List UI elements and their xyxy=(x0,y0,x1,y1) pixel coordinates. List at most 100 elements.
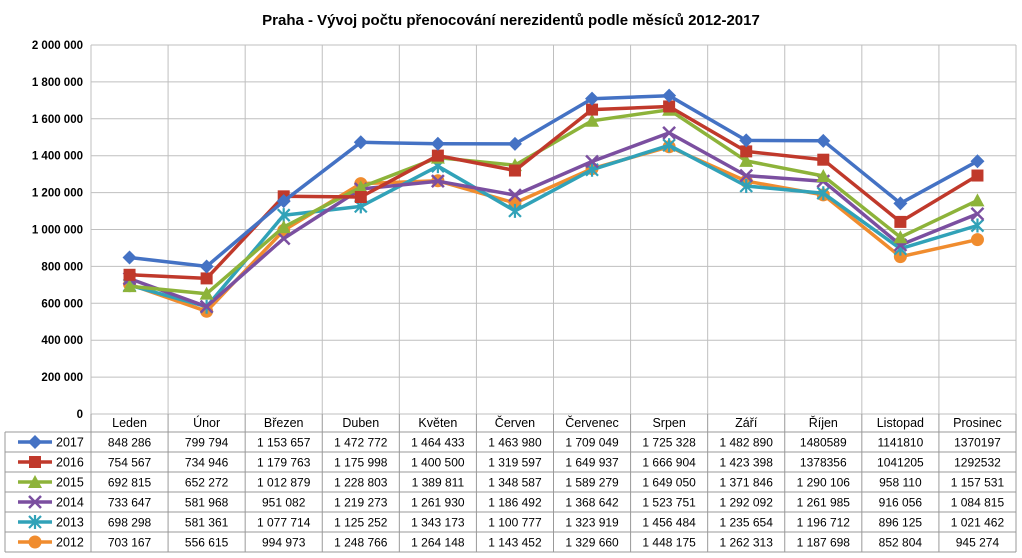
marker-2017 xyxy=(970,154,985,169)
table-cell: 581 968 xyxy=(185,496,229,510)
legend-label-2015: 2015 xyxy=(56,476,84,490)
marker-2014 xyxy=(662,125,677,140)
y-tick-label: 1 600 000 xyxy=(32,114,83,126)
table-cell: 1 228 803 xyxy=(334,476,388,490)
category-label: Srpen xyxy=(652,416,685,430)
marker-2015 xyxy=(893,230,908,244)
marker-2013 xyxy=(970,218,985,233)
table-cell: 1 463 980 xyxy=(488,436,542,450)
table-cell: 1 219 273 xyxy=(334,496,388,510)
table-cell: 1 666 904 xyxy=(642,456,696,470)
y-tick-label: 400 000 xyxy=(41,335,83,347)
marker-2017 xyxy=(662,88,677,103)
table-cell: 692 815 xyxy=(108,476,152,490)
table-cell: 1 175 998 xyxy=(334,456,388,470)
marker-2017 xyxy=(430,136,445,151)
table-cell: 1 261 985 xyxy=(797,496,851,510)
table-cell: 1480589 xyxy=(800,436,847,450)
table-cell: 916 056 xyxy=(879,496,923,510)
category-label: Duben xyxy=(342,416,379,430)
marker-2013 xyxy=(508,203,522,218)
marker-2016 xyxy=(354,191,367,204)
marker-2012 xyxy=(28,535,42,549)
marker-2017 xyxy=(507,136,522,151)
table-cell: 945 274 xyxy=(956,536,1000,550)
table-cell: 703 167 xyxy=(108,536,152,550)
table-cell: 1141810 xyxy=(877,436,923,450)
category-label: Listopad xyxy=(877,416,924,430)
y-tick-label: 800 000 xyxy=(41,261,83,273)
marker-2017 xyxy=(199,259,214,274)
marker-2014 xyxy=(199,299,214,314)
table-cell: 1 589 279 xyxy=(565,476,619,490)
data-table: Leden Únor Březen Duben Květen Červen Červenec… xyxy=(4,414,1017,553)
marker-2016 xyxy=(508,164,521,177)
table-cell: 1378356 xyxy=(800,456,847,470)
marker-2015 xyxy=(970,193,985,207)
table-cell: 1 021 462 xyxy=(951,516,1005,530)
marker-2013 xyxy=(739,179,753,194)
table-cell: 1 343 173 xyxy=(411,516,465,530)
table-cell: 1 464 433 xyxy=(411,436,465,450)
table-cell: 1 290 106 xyxy=(797,476,851,490)
table-cell: 1 125 252 xyxy=(334,516,388,530)
series-line-2015 xyxy=(129,108,979,296)
table-cell: 1 153 657 xyxy=(257,436,311,450)
table-cell: 852 804 xyxy=(879,536,923,550)
table-cell: 1 482 890 xyxy=(720,436,774,450)
table-cell: 1 323 919 xyxy=(565,516,619,530)
category-label: Květen xyxy=(418,416,457,430)
category-label: Leden xyxy=(112,416,147,430)
marker-2015 xyxy=(816,168,831,182)
marker-2013 xyxy=(816,186,831,201)
chart-title: Praha - Vývoj počtu přenocování nerezide… xyxy=(262,12,760,29)
table-cell: 1 400 500 xyxy=(411,456,465,470)
series-2015 xyxy=(122,102,985,300)
table-cell: 556 615 xyxy=(185,536,229,550)
table-cell: 1 143 452 xyxy=(488,536,542,550)
marker-2016 xyxy=(586,103,599,116)
table-cell: 698 298 xyxy=(108,516,152,530)
table-cell: 1 371 846 xyxy=(720,476,774,490)
marker-2017 xyxy=(739,133,754,148)
marker-2015 xyxy=(353,180,368,194)
marker-2015 xyxy=(585,113,600,127)
table-cell: 1 649 937 xyxy=(565,456,619,470)
marker-2012 xyxy=(970,233,984,247)
category-label: Březen xyxy=(264,416,304,430)
marker-2016 xyxy=(894,215,907,228)
table-row-2013: 2013 698 298 581 361 1 077 714 1 125 252 1 34… xyxy=(18,515,1004,530)
series-lines xyxy=(122,88,985,318)
marker-2015 xyxy=(199,286,214,300)
table-cell: 1 084 815 xyxy=(951,496,1005,510)
table-cell: 1 157 531 xyxy=(951,476,1005,490)
marker-2015 xyxy=(28,475,42,488)
legend-label-2016: 2016 xyxy=(56,456,84,470)
marker-2014 xyxy=(28,495,42,509)
table-cell: 1 077 714 xyxy=(257,516,311,530)
legend-label-2012: 2012 xyxy=(56,536,84,550)
table-cell: 1 292 092 xyxy=(720,496,774,510)
table-cell: 1 100 777 xyxy=(488,516,542,530)
table-cell: 1 179 763 xyxy=(257,456,311,470)
table-cell: 1292532 xyxy=(954,456,1001,470)
table-cell: 799 794 xyxy=(185,436,229,450)
marker-2016 xyxy=(971,169,984,182)
category-label: Červenec xyxy=(565,415,619,430)
marker-2015 xyxy=(276,220,291,234)
marker-2016 xyxy=(663,100,676,113)
marker-2014 xyxy=(508,188,522,202)
marker-2017 xyxy=(816,133,831,148)
series-2017 xyxy=(122,88,985,274)
y-axis: 0 200 000 400 000 600 000 800 000 1 000 000 1 … xyxy=(32,40,83,421)
table-cell: 1 423 398 xyxy=(720,456,774,470)
y-tick-label: 200 000 xyxy=(41,372,83,384)
marker-2014 xyxy=(276,231,291,246)
table-cell: 1 725 328 xyxy=(642,436,696,450)
marker-2014 xyxy=(970,206,985,221)
series-line-2012 xyxy=(128,145,978,314)
table-cell: 754 567 xyxy=(108,456,152,470)
table-cell: 1 196 712 xyxy=(797,516,851,530)
category-label: Prosinec xyxy=(953,416,1002,430)
table-cell: 1 448 175 xyxy=(642,536,696,550)
